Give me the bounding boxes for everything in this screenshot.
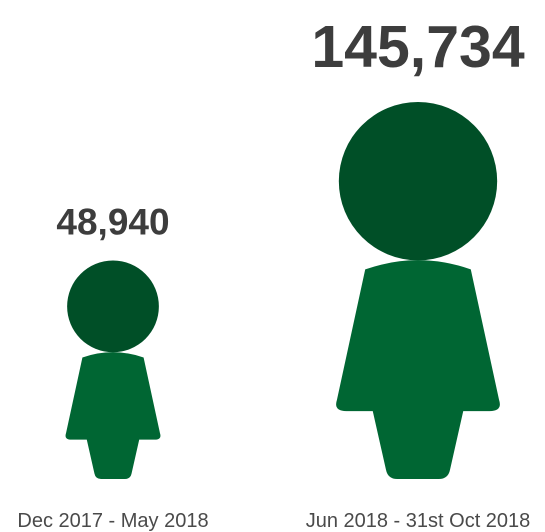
- figure-small: 48,940 Dec 2017 - May 2018: [17, 202, 208, 532]
- person-icon-large-head: [338, 102, 498, 261]
- person-icon-small-body: [65, 352, 161, 479]
- figure-large: 145,734 Jun 2018 - 31st Oct 2018: [306, 14, 531, 532]
- category-label-large: Jun 2018 - 31st Oct 2018: [306, 510, 531, 532]
- value-label-small: 48,940: [56, 202, 169, 243]
- person-icon-large-body: [336, 260, 500, 479]
- category-label-small: Dec 2017 - May 2018: [17, 510, 208, 532]
- person-icon-small-head: [67, 260, 159, 353]
- value-label-large: 145,734: [311, 14, 524, 80]
